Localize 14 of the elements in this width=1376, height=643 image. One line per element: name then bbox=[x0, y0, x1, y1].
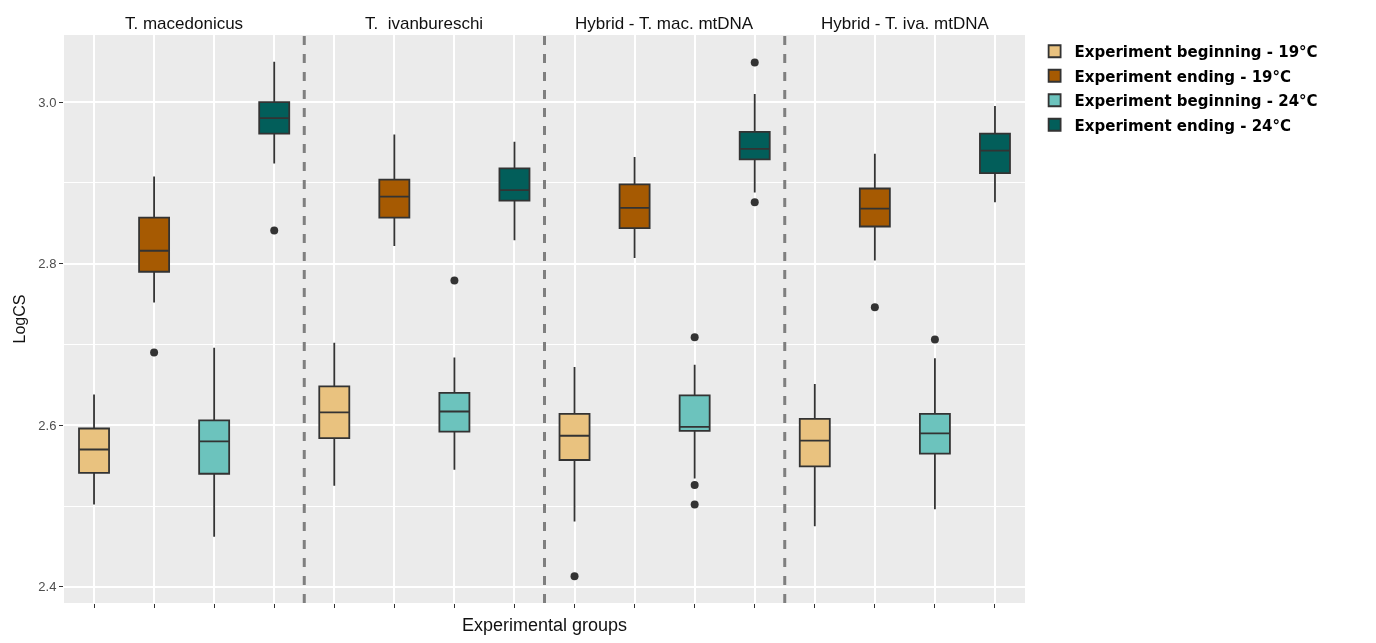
legend-label: Experiment beginning - 24°C bbox=[1074, 92, 1318, 111]
legend-label: Experiment beginning - 19°C bbox=[1074, 43, 1318, 62]
y-tick-label: 2.4 bbox=[38, 579, 57, 595]
legend-label: Experiment ending - 19°C bbox=[1074, 67, 1292, 86]
text: T. macedonicus bbox=[125, 14, 244, 33]
x-axis-title: Experimental groups bbox=[461, 614, 628, 635]
y-tick-label: 2.8 bbox=[38, 256, 57, 272]
text: Hybrid - T. iva. mtDNA bbox=[821, 14, 990, 33]
text: T. ivanbureschi bbox=[365, 14, 484, 33]
y-tick-label: 2.6 bbox=[38, 417, 57, 433]
y-tick-label: 3.0 bbox=[38, 94, 57, 110]
text: Hybrid - T. mac. mtDNA bbox=[575, 14, 754, 33]
y-axis-title: LogCS bbox=[11, 294, 29, 344]
legend-label: Experiment ending - 24°C bbox=[1074, 116, 1292, 135]
